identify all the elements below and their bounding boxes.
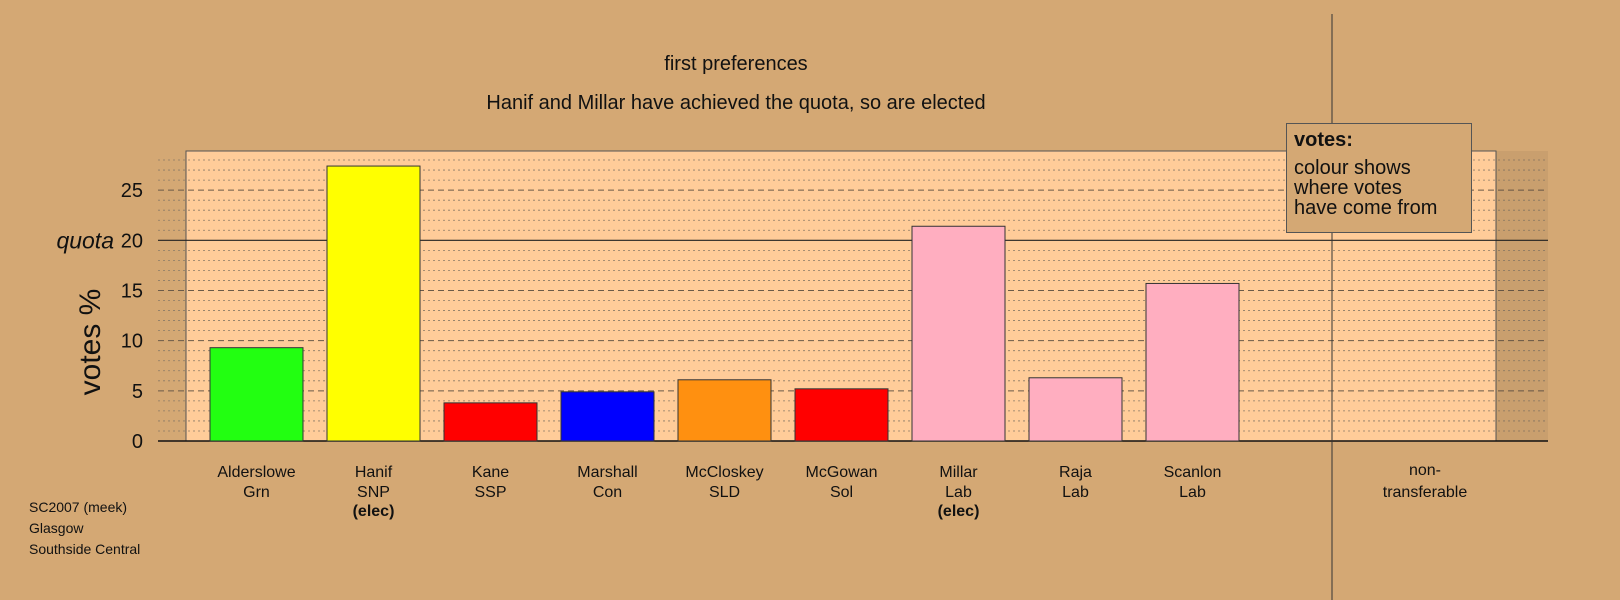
candidate-name: McGowan [805,464,877,481]
legend-title: votes: [1294,129,1353,151]
y-tick-label: 0 [132,431,143,453]
bar-kane [443,402,538,442]
footer-region: Glasgow [29,520,84,536]
bar-marshall [560,391,655,442]
candidate-name: Hanif [355,464,393,481]
candidate-party: Sol [830,484,853,501]
quota-label: quota [56,227,114,253]
legend-line: have come from [1294,197,1438,219]
elected-status: (elec) [938,503,980,520]
candidate-party: Lab [1179,484,1206,501]
elected-status: (elec) [353,503,395,520]
y-tick-label: 25 [121,180,143,202]
bar-millar [911,225,1006,442]
candidate-party: SSP [474,484,506,501]
x-tick-labels: Alderslowe Grn Hanif SNP (elec) Kane SSP Marsha… [217,462,1467,520]
candidate-party: Con [593,484,622,501]
chart-title: first preferences [664,53,807,75]
bars [209,165,1240,442]
candidate-name: Scanlon [1164,464,1222,481]
plot-margin-shade [1496,151,1548,441]
chart-subtitle: Hanif and Millar have achieved the quota… [486,92,985,114]
y-tick-label: 10 [121,331,143,353]
bar-hanif [326,165,421,442]
non-transferable-label: transferable [1383,484,1468,501]
y-tick-labels: 0 5 10 15 20 25 quota [56,180,143,453]
candidate-name: Millar [939,464,978,481]
legend-line: where votes [1294,177,1402,199]
candidate-name: Alderslowe [217,464,295,481]
candidate-name: Kane [472,464,509,481]
y-tick-label: 20 [121,230,143,252]
bar-alderslowe [209,347,304,442]
footer-constituency: Southside Central [29,541,141,557]
candidate-name: Marshall [577,464,637,481]
legend-line: colour shows [1294,157,1411,179]
non-transferable-label: non- [1409,462,1441,479]
bar-mcgowan [794,388,889,442]
bar-scanlon [1145,282,1240,442]
candidate-name: Raja [1059,464,1092,481]
candidate-party: Lab [945,484,972,501]
legend: votes: colour shows where votes have com… [1286,123,1472,233]
candidate-party: SLD [709,484,740,501]
bar-raja [1028,377,1123,442]
candidate-party: Lab [1062,484,1089,501]
y-tick-label: 5 [132,381,143,403]
candidate-party: Grn [243,484,270,501]
footer-election: SC2007 (meek) [29,499,128,515]
y-axis-label: votes % [74,289,107,396]
candidate-name: McCloskey [685,464,763,481]
bar-mccloskey [677,379,772,442]
candidate-party: SNP [357,484,390,501]
y-tick-label: 15 [121,280,143,302]
